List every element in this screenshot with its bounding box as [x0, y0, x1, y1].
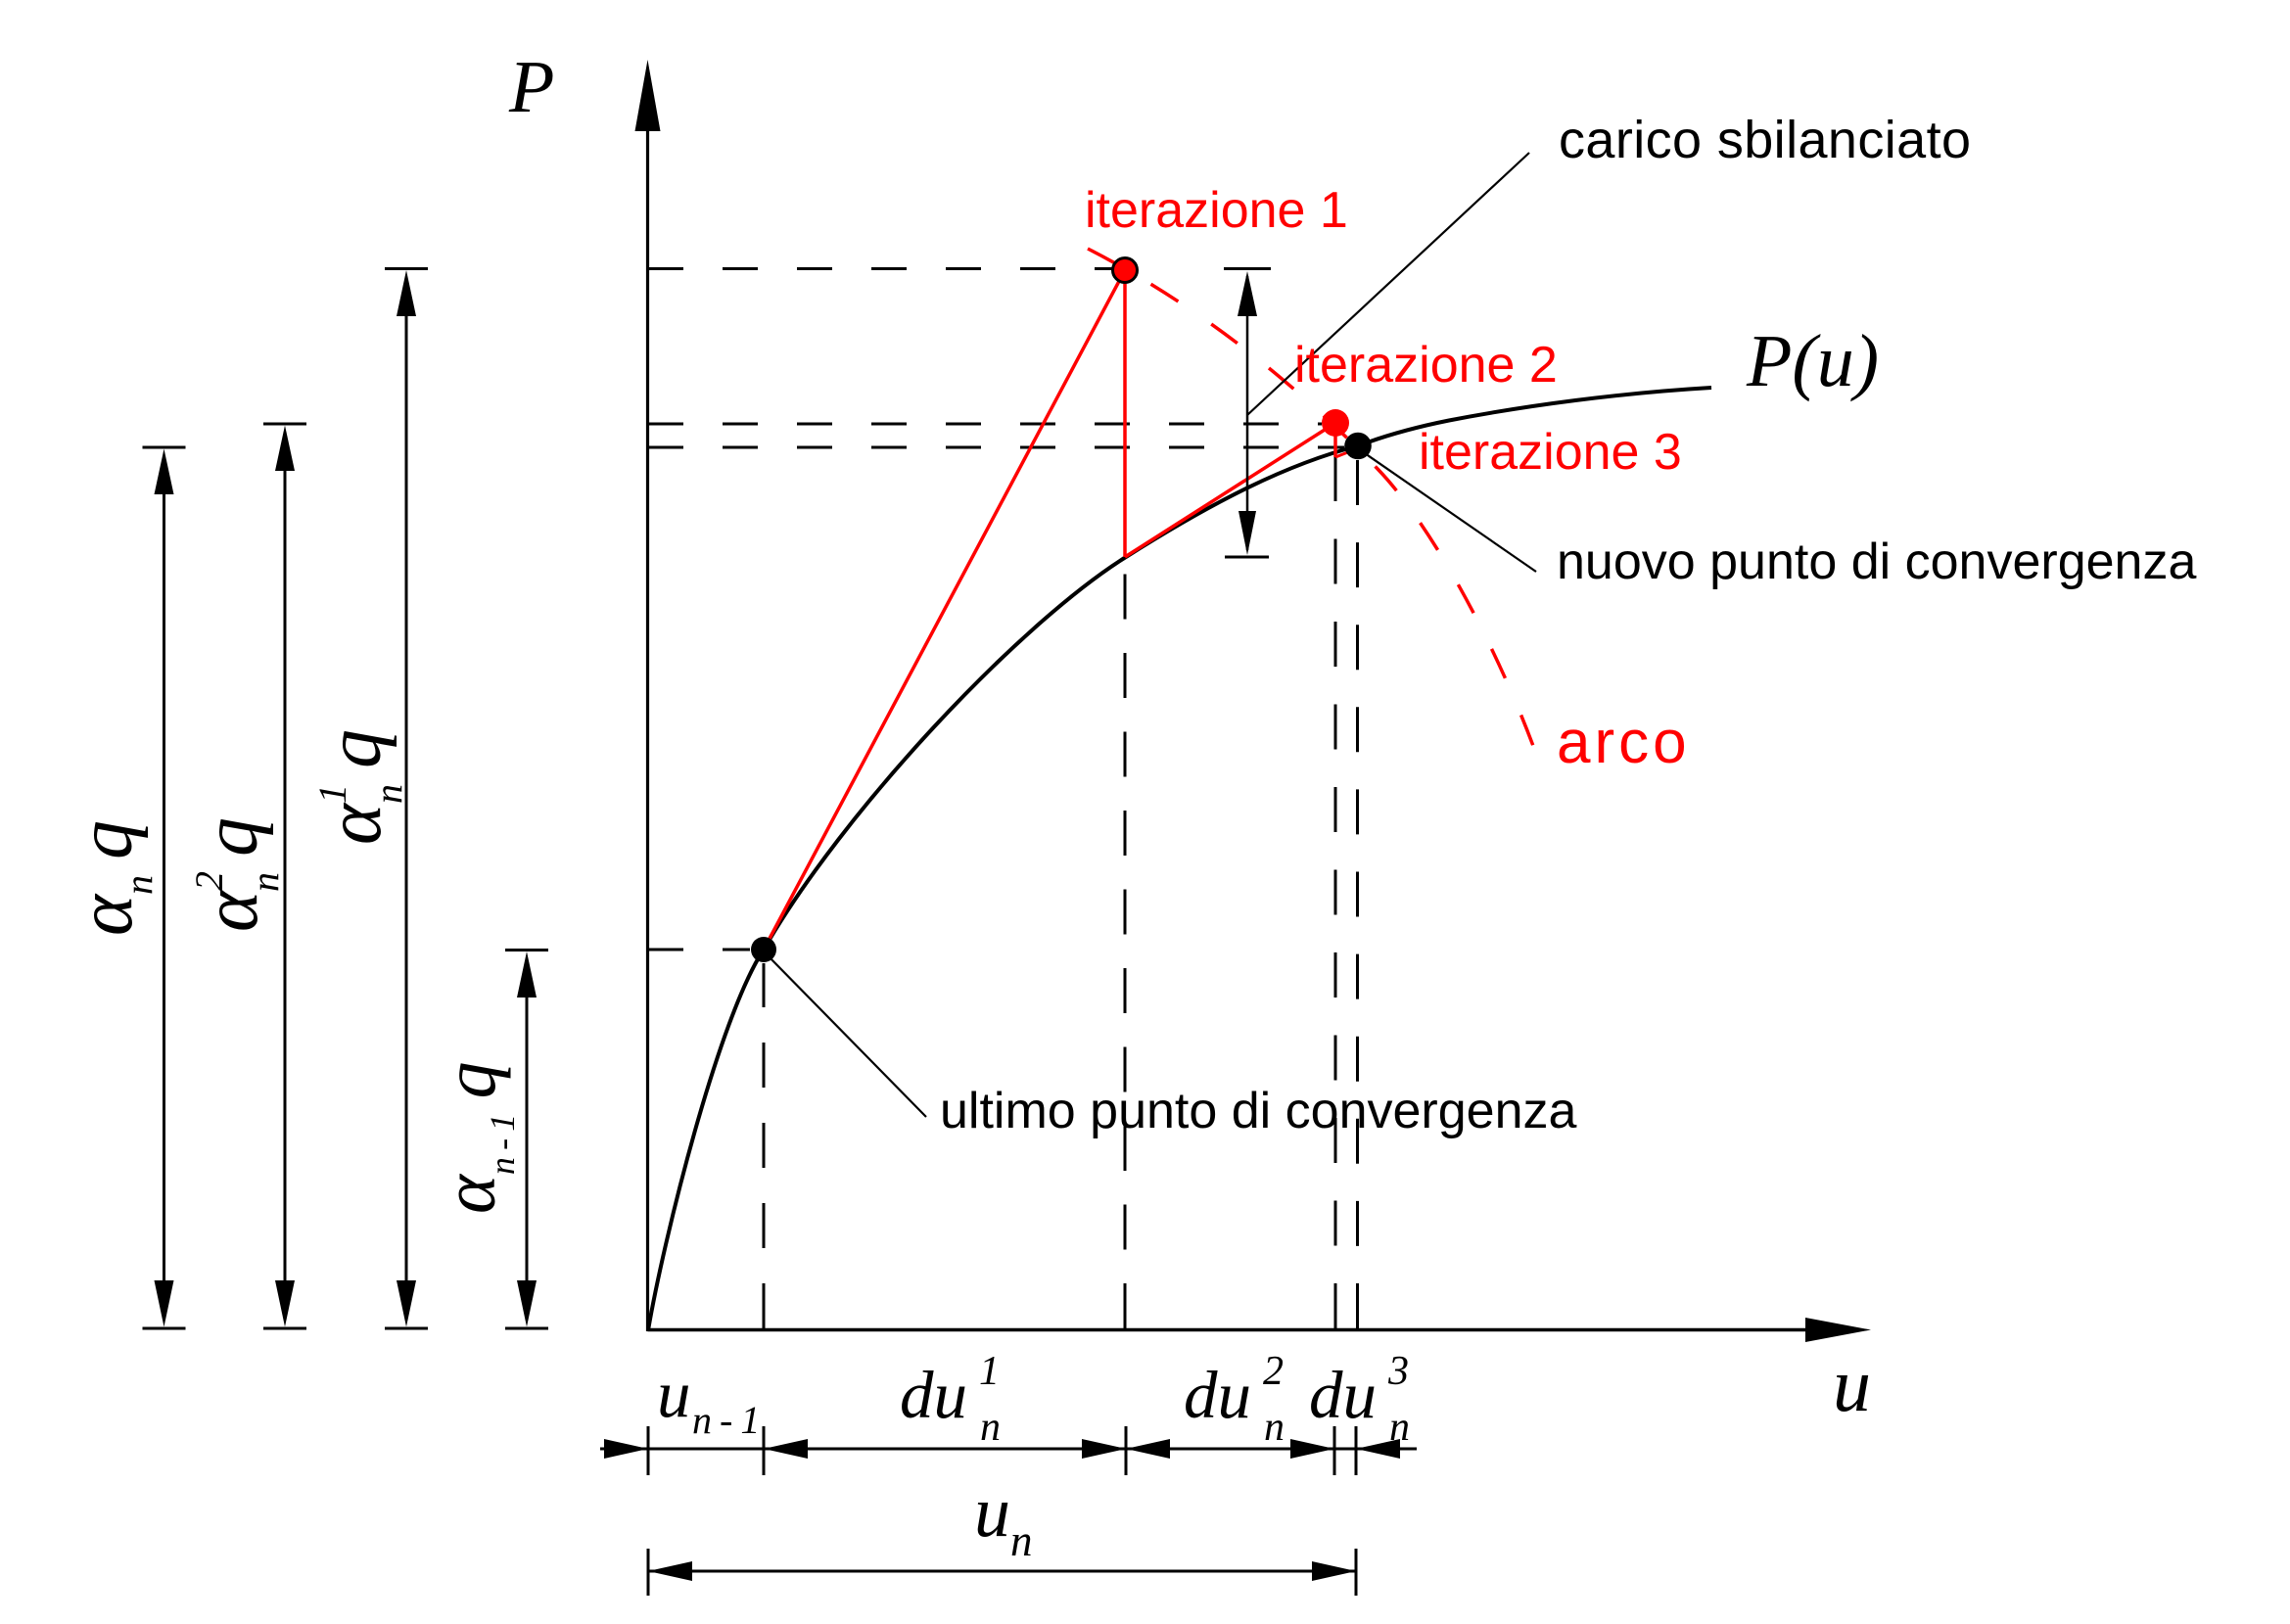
svg-text:iterazione 3: iterazione 3	[1419, 424, 1682, 481]
svg-text:n: n	[1264, 1405, 1285, 1450]
svg-text:du: du	[1309, 1358, 1377, 1432]
svg-text:3: 3	[1387, 1349, 1409, 1394]
svg-text:n - 1: n - 1	[692, 1398, 760, 1442]
svg-text:n: n	[1389, 1405, 1410, 1450]
svg-text:iterazione 2: iterazione 2	[1294, 337, 1558, 394]
svg-text:1: 1	[979, 1349, 1000, 1394]
svg-text:u: u	[657, 1357, 691, 1431]
svg-text:du: du	[1184, 1358, 1251, 1432]
svg-text:n: n	[980, 1405, 1001, 1450]
svg-text:carico sbilanciato: carico sbilanciato	[1559, 111, 1971, 169]
svg-text:ultimo punto di convergenza: ultimo punto di convergenza	[940, 1083, 1576, 1139]
svg-text:du: du	[900, 1358, 967, 1432]
svg-text:P(u): P(u)	[1746, 320, 1879, 402]
svg-text:P: P	[508, 46, 554, 128]
svg-text:u: u	[1833, 1342, 1871, 1427]
svg-text:nuovo punto di convergenza: nuovo punto di convergenza	[1557, 534, 2196, 590]
svg-text:n: n	[1010, 1516, 1033, 1565]
svg-text:iterazione 1: iterazione 1	[1085, 182, 1348, 239]
svg-text:2: 2	[1263, 1349, 1284, 1394]
svg-text:arco: arco	[1557, 709, 1691, 776]
svg-text:u: u	[974, 1472, 1010, 1553]
